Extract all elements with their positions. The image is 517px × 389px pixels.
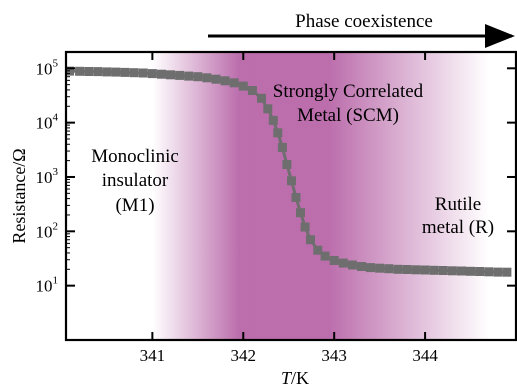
data-point-5 xyxy=(111,67,121,77)
y-axis-ticks: 101 102 103 104 105 xyxy=(36,57,516,296)
x-axis-ticks: 341 342 343 344 xyxy=(140,52,438,365)
data-point-4 xyxy=(102,67,112,77)
data-point-21 xyxy=(257,93,266,103)
data-point-12 xyxy=(175,70,185,80)
data-point-34 xyxy=(329,256,339,265)
data-point-16 xyxy=(211,74,221,84)
y-tick-label-1e5: 105 xyxy=(36,57,59,78)
x-tick-label-343: 343 xyxy=(321,346,347,365)
data-point-25 xyxy=(277,142,287,152)
data-point-9 xyxy=(147,69,157,79)
data-point-20 xyxy=(247,86,257,95)
x-tick-label-342: 342 xyxy=(231,346,257,365)
data-point-14 xyxy=(193,72,203,82)
data-point-17 xyxy=(220,76,230,86)
data-point-13 xyxy=(184,71,194,81)
data-point-10 xyxy=(157,69,166,79)
data-point-47 xyxy=(447,266,457,276)
data-point-44 xyxy=(420,265,430,275)
data-point-51 xyxy=(484,267,494,277)
data-point-27 xyxy=(287,176,296,186)
y-tick-label-1e3: 103 xyxy=(36,166,59,187)
data-point-43 xyxy=(411,265,421,275)
data-point-37 xyxy=(357,262,366,271)
data-point-15 xyxy=(202,73,212,83)
data-point-29 xyxy=(296,208,305,218)
data-point-24 xyxy=(273,128,283,138)
y-axis-label: Resistance/Ω xyxy=(9,148,29,243)
data-points xyxy=(65,66,512,277)
y-tick-label-1e1: 101 xyxy=(36,275,59,296)
data-point-41 xyxy=(393,264,403,274)
data-point-19 xyxy=(238,81,248,91)
data-point-8 xyxy=(138,68,148,78)
data-point-30 xyxy=(300,222,310,232)
data-point-40 xyxy=(384,264,394,274)
m1-label-line2: insulator xyxy=(102,170,169,191)
phase-coexistence-shading xyxy=(66,52,516,340)
data-point-11 xyxy=(166,70,175,80)
rutile-label-line1: Rutile xyxy=(435,194,481,215)
data-point-50 xyxy=(475,267,485,276)
data-point-32 xyxy=(313,245,323,255)
x-tick-label-344: 344 xyxy=(412,346,438,365)
data-point-1 xyxy=(75,66,85,76)
phase-coexistence-label: Phase coexistence xyxy=(295,11,433,32)
m1-label-line3: (M1) xyxy=(115,195,154,216)
x-tick-label-341: 341 xyxy=(140,346,166,365)
data-point-2 xyxy=(84,67,94,76)
data-point-38 xyxy=(366,263,375,273)
y-tick-label-1e2: 102 xyxy=(36,220,59,241)
rutile-label-line2: metal (R) xyxy=(422,217,494,238)
data-point-33 xyxy=(320,251,330,261)
data-point-49 xyxy=(466,266,475,276)
data-point-52 xyxy=(493,267,503,277)
data-point-39 xyxy=(375,263,385,273)
scm-label-line1: Strongly Correlated xyxy=(273,81,424,102)
data-point-46 xyxy=(438,266,448,275)
data-point-53 xyxy=(502,267,512,277)
data-point-18 xyxy=(229,78,239,88)
data-point-45 xyxy=(429,265,439,275)
x-axis-label: T/K xyxy=(281,368,309,388)
y-tick-label-1e4: 104 xyxy=(36,112,59,133)
data-point-3 xyxy=(93,67,103,77)
data-point-35 xyxy=(338,258,348,268)
data-point-36 xyxy=(347,260,357,270)
data-point-42 xyxy=(402,265,412,274)
data-point-22 xyxy=(263,104,273,114)
data-point-31 xyxy=(306,235,315,245)
data-point-6 xyxy=(120,67,130,77)
data-point-28 xyxy=(291,193,301,202)
data-point-7 xyxy=(129,68,139,78)
plot-frame xyxy=(64,50,517,342)
m1-label-line1: Monoclinic xyxy=(91,146,179,167)
data-point-48 xyxy=(457,266,466,276)
data-point-23 xyxy=(268,115,278,125)
data-point-26 xyxy=(282,160,292,169)
scm-label-line2: Metal (SCM) xyxy=(297,105,399,126)
